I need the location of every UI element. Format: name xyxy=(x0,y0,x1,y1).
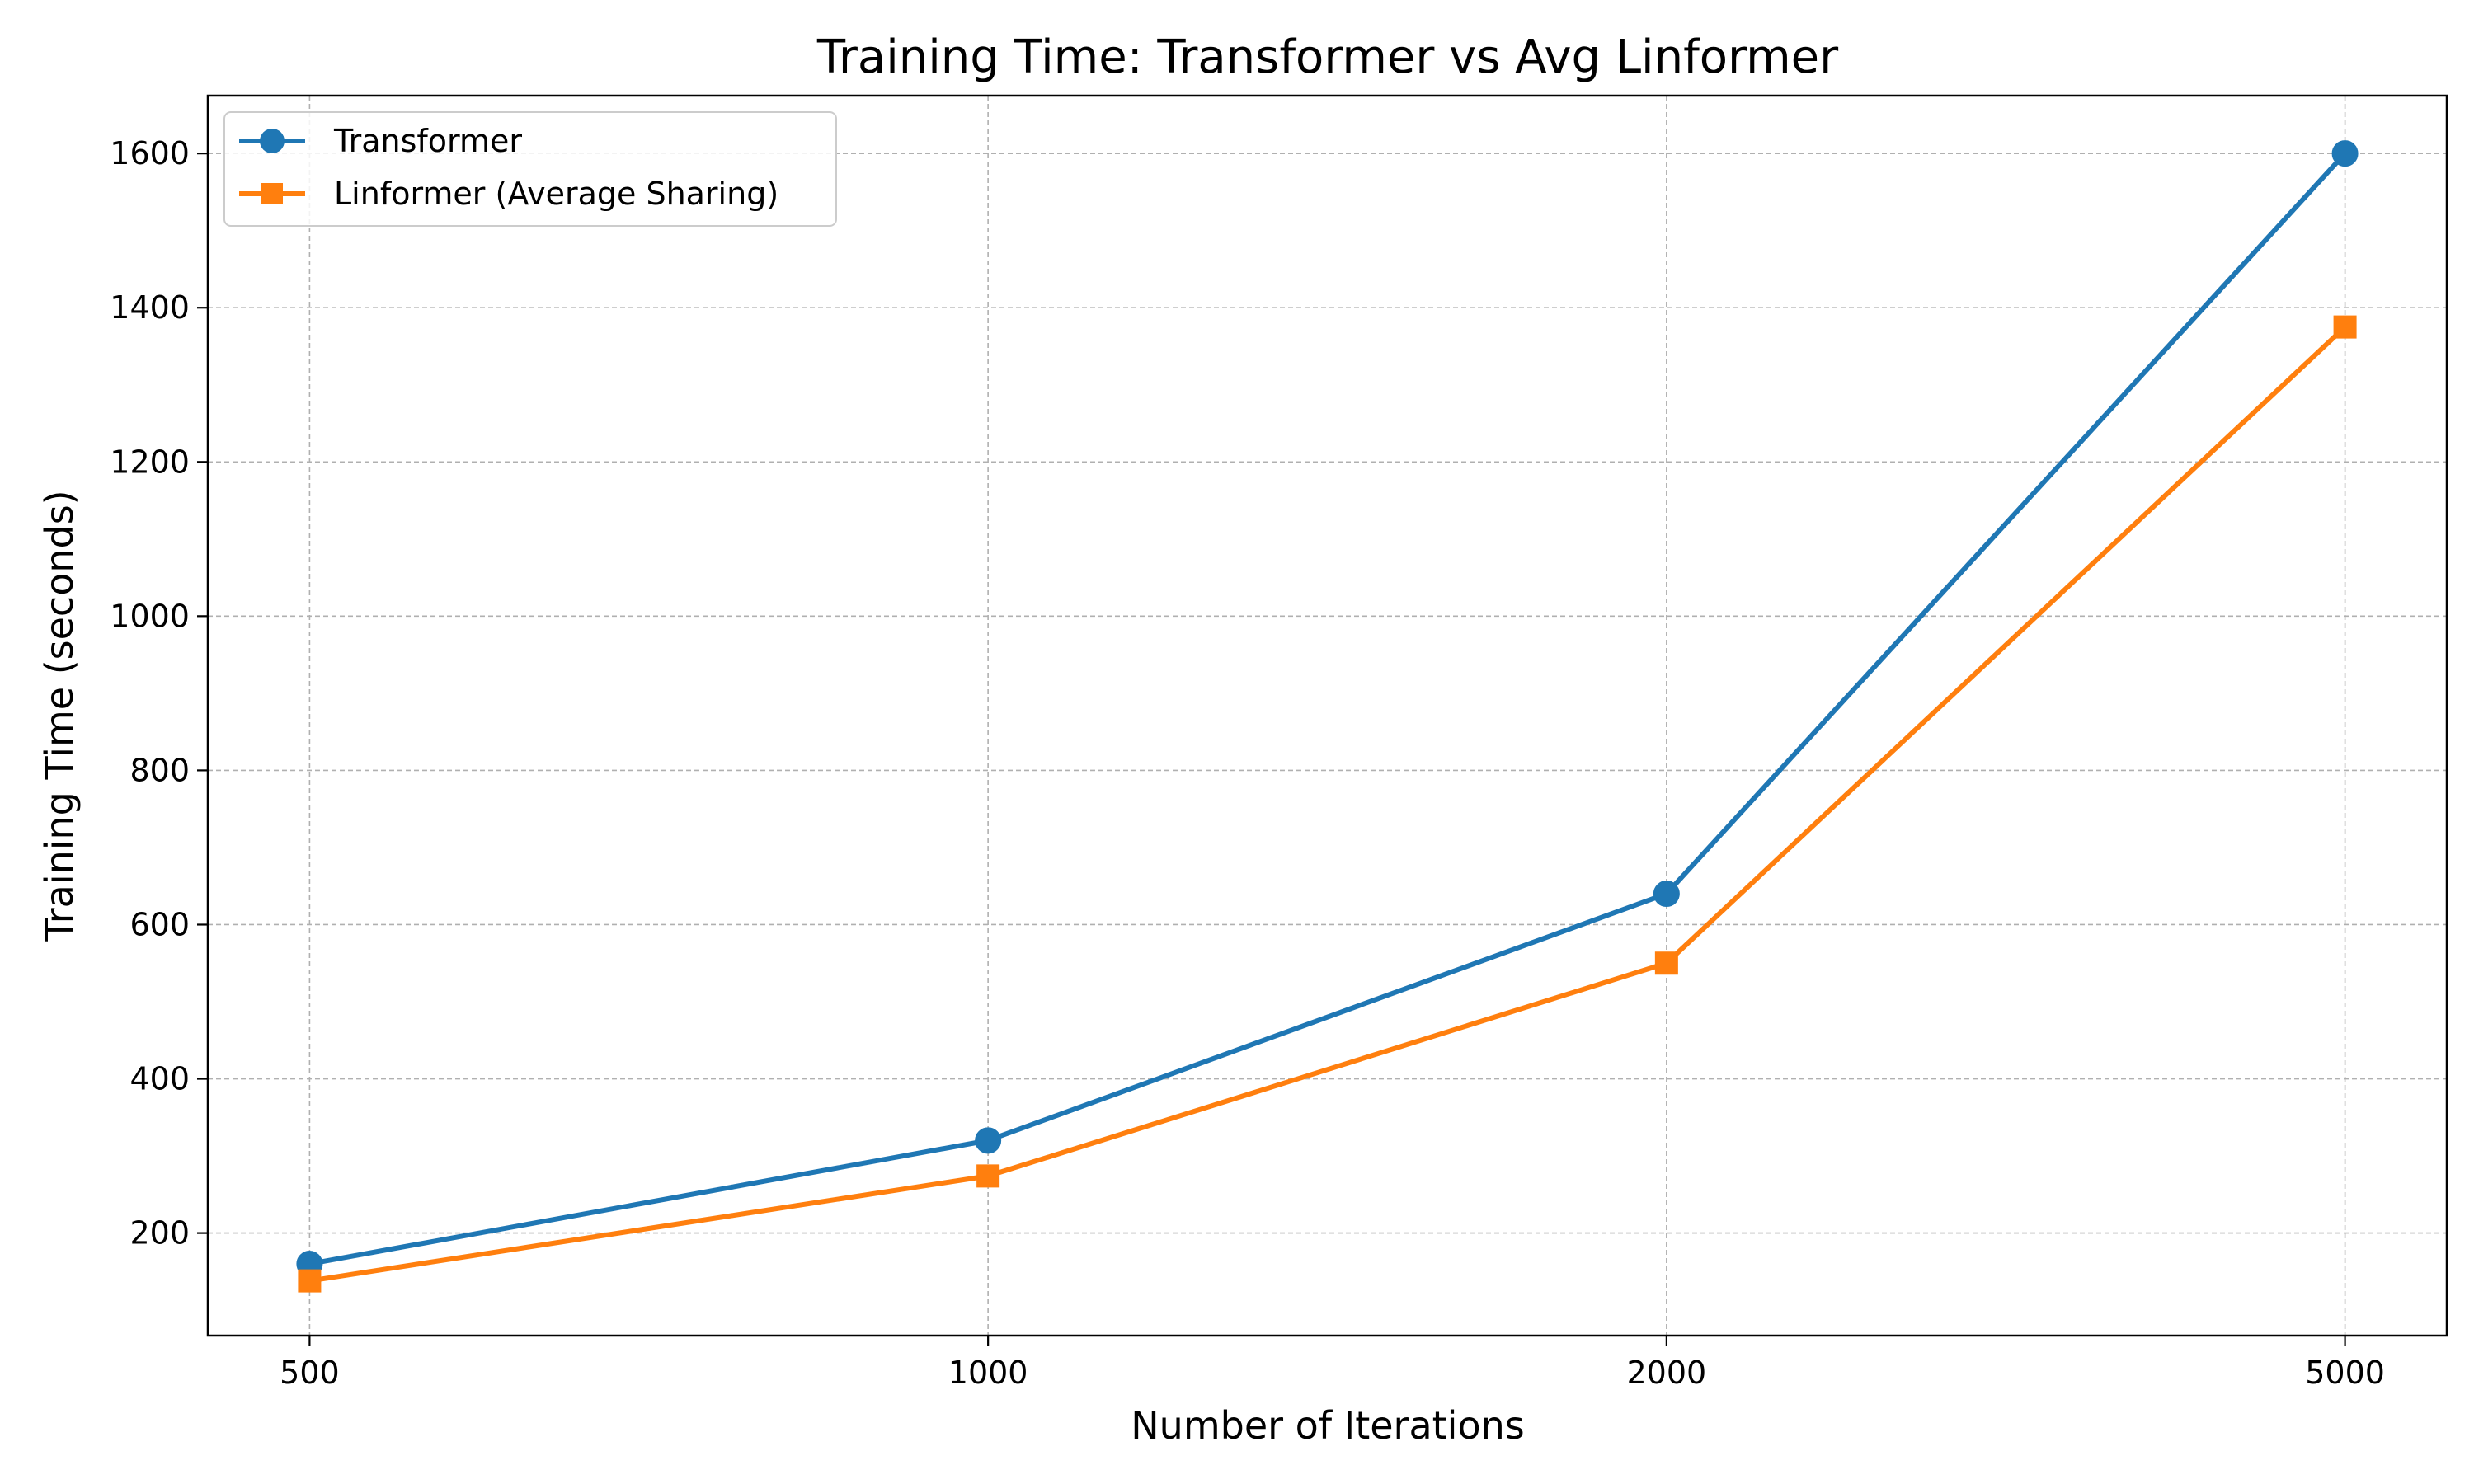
y-tick-label: 200 xyxy=(129,1215,190,1252)
x-tick-label: 500 xyxy=(280,1355,340,1391)
series-layer xyxy=(296,140,2359,1293)
data-point xyxy=(976,1164,1000,1188)
legend-entry: Linformer (Average Sharing) xyxy=(239,176,778,212)
legend: Transformer Linformer (Average Sharing) xyxy=(223,111,837,227)
y-tick-label: 400 xyxy=(129,1061,190,1097)
plot-frame xyxy=(206,94,2448,1337)
plot-area: 500 1000 2000 5000 200 400 600 800 1000 1200 1400 1… xyxy=(110,94,2448,1391)
y-tick-label: 800 xyxy=(129,752,190,788)
plot-background xyxy=(208,96,2447,1336)
y-tick-label: 1000 xyxy=(110,598,190,634)
series-line xyxy=(307,324,2348,1284)
data-point xyxy=(975,1127,1002,1154)
y-tick-label: 1200 xyxy=(110,444,190,480)
y-axis-label: Training Time (seconds) xyxy=(37,490,82,942)
data-point xyxy=(298,1269,322,1293)
axis-ticks: 500 1000 2000 5000 200 400 600 800 1000 1200 1400 1… xyxy=(110,135,2385,1391)
legend-box xyxy=(223,111,837,227)
y-tick-label: 1400 xyxy=(110,289,190,326)
legend-label: Linformer (Average Sharing) xyxy=(334,176,778,212)
chart-title: Training Time: Transformer vs Avg Linfor… xyxy=(816,31,1839,84)
series-transformer xyxy=(296,140,2359,1278)
legend-entry: Transformer xyxy=(239,123,522,159)
x-tick-label: 2000 xyxy=(1627,1355,1707,1391)
series-line xyxy=(307,151,2348,1267)
y-tick-label: 600 xyxy=(129,906,190,942)
legend-label: Transformer xyxy=(333,123,522,159)
legend-marker xyxy=(260,129,285,153)
y-tick-label: 1600 xyxy=(110,135,190,171)
x-axis-label: Number of Iterations xyxy=(1131,1403,1524,1448)
data-point xyxy=(1653,881,1680,908)
data-point xyxy=(2333,315,2357,339)
x-tick-label: 5000 xyxy=(2305,1355,2385,1391)
x-tick-label: 1000 xyxy=(948,1355,1028,1391)
legend-items: Transformer Linformer (Average Sharing) xyxy=(239,123,778,212)
data-point xyxy=(2331,140,2359,167)
data-point xyxy=(1654,951,1678,975)
series-linformer-average-sharing xyxy=(298,315,2357,1293)
legend-marker xyxy=(261,183,283,204)
